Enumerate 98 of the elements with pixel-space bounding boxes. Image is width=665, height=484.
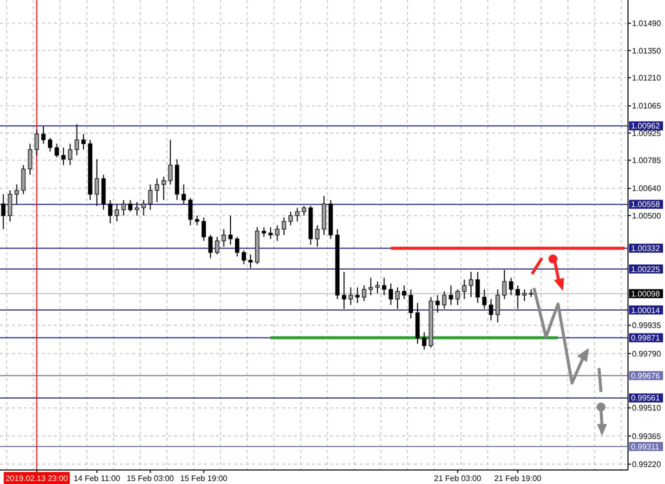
candlestick [214, 236, 220, 255]
candlestick [81, 134, 86, 150]
candlestick [448, 284, 454, 306]
x-tick-label: 15 Feb 03:00 [126, 474, 174, 483]
candlestick [342, 271, 346, 310]
candlestick [28, 143, 32, 176]
candlestick [188, 198, 193, 226]
candlestick [182, 184, 186, 204]
y-tick-label: 1.00785 [632, 156, 662, 166]
candlestick [61, 147, 66, 166]
x-tick-label: 2019.02.13 23:00 [6, 474, 68, 483]
y-tick-label: 1.01350 [632, 46, 662, 56]
candlestick [14, 184, 19, 204]
candlestick [268, 226, 273, 240]
candlestick [68, 143, 72, 166]
ref-line-label: 1.00225 [631, 264, 660, 274]
candlestick [154, 178, 160, 202]
ref-line-label: 1.00332 [631, 244, 660, 254]
y-tick-label: 1.00640 [632, 184, 662, 194]
candlestick [48, 137, 52, 152]
candlestick [462, 279, 466, 300]
ref-line-label: 0.99311 [631, 442, 660, 452]
ref-line-label: 0.99871 [631, 334, 660, 343]
candlestick [476, 271, 480, 304]
candlestick [442, 290, 446, 310]
candlestick [348, 286, 353, 306]
y-tick-label: 0.99790 [632, 349, 662, 358]
candlestick [8, 190, 12, 222]
candlestick [468, 271, 474, 298]
candlestick [108, 200, 112, 224]
candlestick [516, 284, 520, 310]
ref-line-label: 0.99561 [631, 394, 660, 403]
candlestick [382, 277, 386, 296]
candlestick [168, 139, 172, 186]
candlestick [502, 269, 507, 300]
candlestick [128, 200, 132, 212]
candlestick [1, 194, 6, 230]
candlestick [41, 126, 46, 144]
candlestick [262, 226, 266, 238]
ref-line-label: 1.00014 [631, 306, 660, 315]
ref-line-label: 0.99676 [631, 371, 660, 380]
candlestick [435, 294, 440, 314]
x-tick-label: 15 Feb 19:00 [180, 474, 228, 483]
candlestick [496, 288, 500, 323]
candlestick [522, 288, 527, 302]
candlestick [395, 286, 400, 310]
candlestick [508, 277, 514, 296]
candlestick [488, 298, 494, 321]
y-tick-label: 1.00500 [632, 211, 662, 220]
candlestick [114, 203, 120, 222]
x-tick-label: 14 Feb 11:00 [74, 474, 121, 483]
candlestick [248, 254, 253, 269]
candlestick [34, 130, 39, 156]
x-tick-label: 21 Feb 19:00 [494, 474, 542, 483]
candlestick [21, 164, 26, 195]
candlestick [375, 281, 380, 294]
candlestick [142, 200, 146, 216]
candlestick [275, 224, 280, 242]
y-tick-label: 1.01210 [632, 73, 662, 82]
ref-line-label: 1.00098 [631, 289, 660, 298]
candlestick [208, 234, 213, 259]
candlestick [282, 217, 286, 236]
candlestick [235, 236, 240, 257]
candlestick [456, 288, 460, 306]
y-tick-label: 0.99365 [632, 432, 662, 441]
candlestick [302, 205, 306, 216]
candlestick [134, 201, 140, 216]
x-tick-label: 21 Feb 03:00 [434, 474, 482, 483]
y-tick-label: 1.00925 [632, 128, 662, 138]
candlestick [482, 288, 486, 310]
candlestick [162, 176, 166, 201]
candlestick [94, 158, 100, 206]
candlestick [288, 211, 293, 226]
candlestick [422, 332, 426, 350]
candlestick [362, 284, 366, 302]
candlestick [194, 215, 200, 226]
candlestick [368, 277, 373, 296]
y-tick-label: 1.01065 [632, 102, 662, 111]
candlestick [242, 250, 246, 265]
candlestick [121, 200, 126, 216]
candlestick [388, 283, 393, 306]
y-tick-label: 1.01490 [632, 19, 662, 28]
candlestick [222, 228, 226, 248]
y-tick-label: 0.99935 [632, 321, 662, 330]
candlestick [315, 224, 320, 248]
y-tick-label: 0.99510 [632, 404, 662, 413]
candlestick [148, 184, 152, 210]
candlestick [295, 207, 300, 222]
candlestick [228, 215, 233, 246]
candlestick [408, 288, 414, 320]
candlestick [74, 124, 79, 156]
candlestick [202, 217, 206, 242]
candlestick [54, 143, 59, 158]
y-tick-label: 0.99220 [632, 460, 662, 469]
ref-line-label: 1.00962 [631, 122, 660, 131]
candlestick [355, 286, 360, 304]
candlestick [402, 284, 406, 300]
ref-line-label: 1.00558 [631, 200, 660, 210]
